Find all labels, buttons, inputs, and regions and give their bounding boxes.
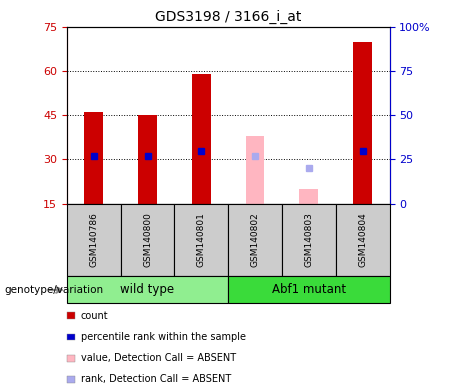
Text: percentile rank within the sample: percentile rank within the sample xyxy=(81,332,246,342)
Bar xyxy=(121,204,174,276)
Bar xyxy=(67,204,121,276)
Bar xyxy=(228,276,390,303)
Bar xyxy=(228,204,282,276)
Bar xyxy=(246,136,265,204)
Bar xyxy=(84,112,103,204)
Text: GSM140801: GSM140801 xyxy=(197,213,206,267)
Text: value, Detection Call = ABSENT: value, Detection Call = ABSENT xyxy=(81,353,236,363)
Title: GDS3198 / 3166_i_at: GDS3198 / 3166_i_at xyxy=(155,10,301,25)
Text: GSM140786: GSM140786 xyxy=(89,213,98,267)
Bar xyxy=(300,189,318,204)
Bar xyxy=(353,41,372,204)
Text: wild type: wild type xyxy=(120,283,175,296)
Text: genotype/variation: genotype/variation xyxy=(5,285,104,295)
Text: count: count xyxy=(81,311,108,321)
Bar xyxy=(282,204,336,276)
Bar xyxy=(138,115,157,204)
Text: GSM140803: GSM140803 xyxy=(304,213,313,267)
Text: rank, Detection Call = ABSENT: rank, Detection Call = ABSENT xyxy=(81,374,231,384)
Text: GSM140802: GSM140802 xyxy=(251,213,260,267)
Text: GSM140800: GSM140800 xyxy=(143,213,152,267)
Bar xyxy=(192,74,211,204)
Bar xyxy=(67,276,228,303)
Bar xyxy=(174,204,228,276)
Text: Abf1 mutant: Abf1 mutant xyxy=(272,283,346,296)
Bar xyxy=(336,204,390,276)
Text: GSM140804: GSM140804 xyxy=(358,213,367,267)
